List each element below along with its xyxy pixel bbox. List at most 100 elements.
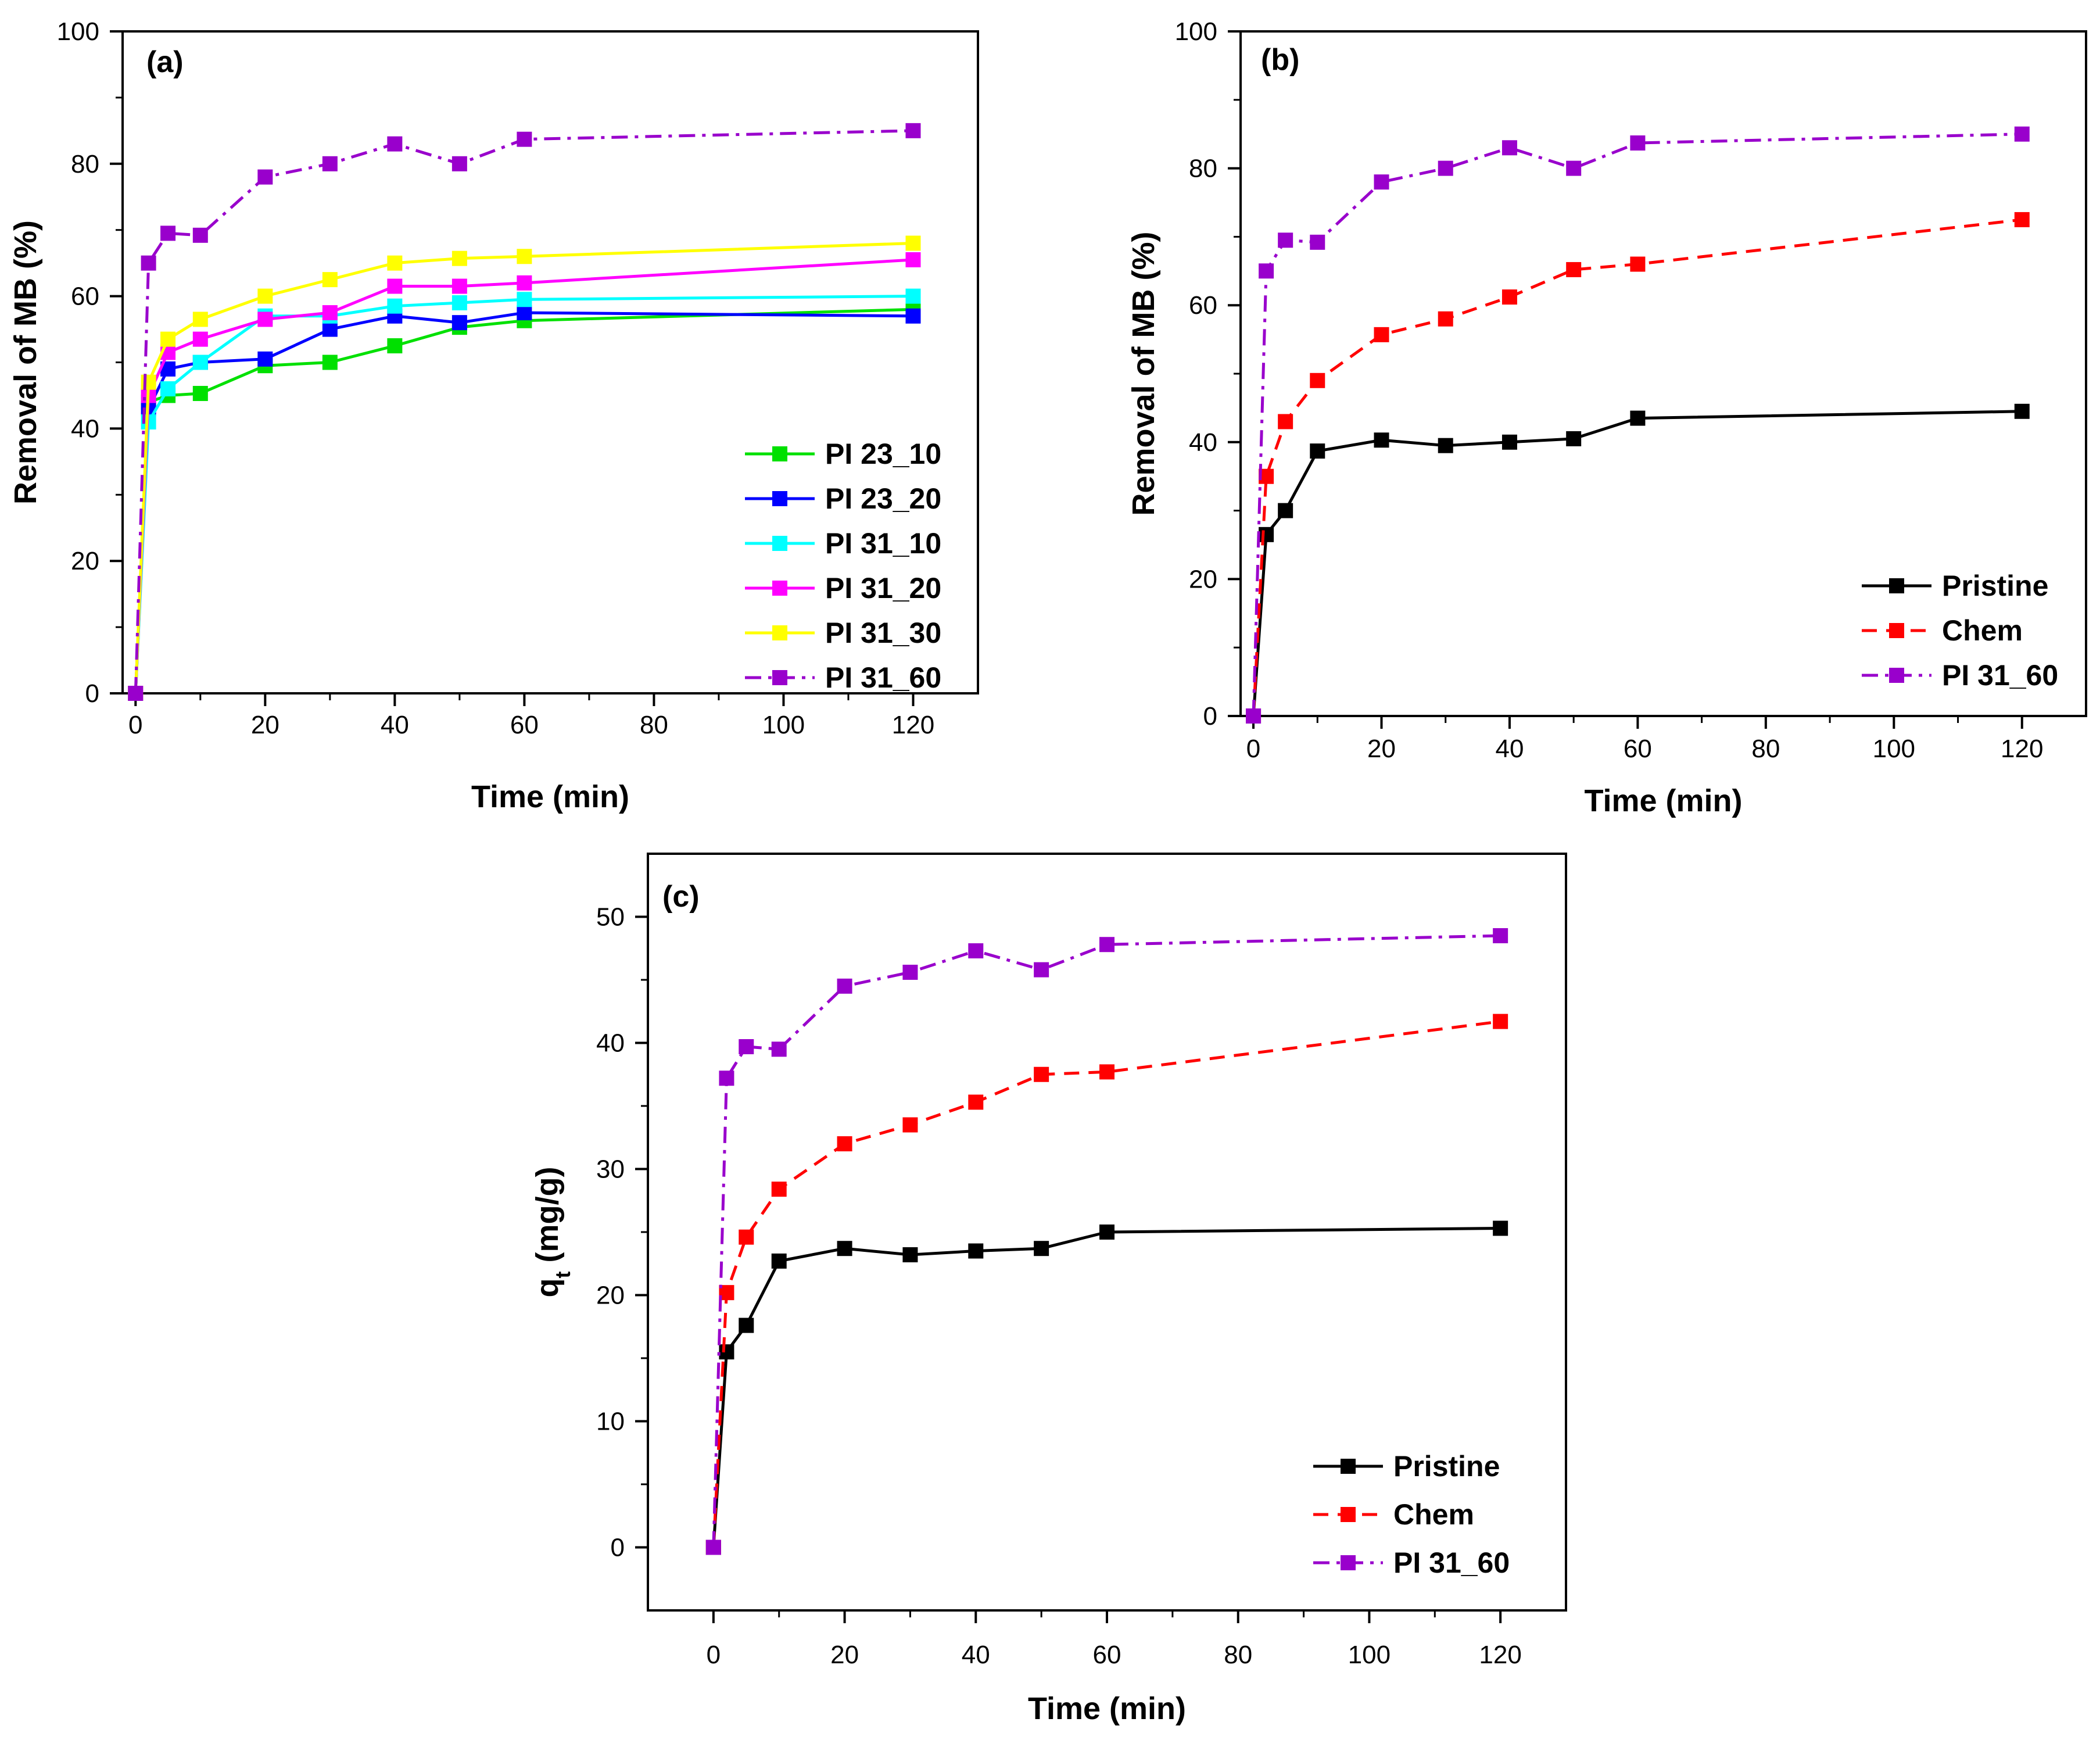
legend-marker <box>772 581 787 596</box>
series-pristine <box>705 1220 1508 1555</box>
data-point <box>837 1241 852 1256</box>
data-point <box>1438 311 1453 327</box>
y-axis-title-subscript: t <box>551 1271 575 1278</box>
x-tick-label: 100 <box>1348 1641 1391 1669</box>
x-tick-label: 80 <box>640 711 668 739</box>
data-point <box>1438 160 1453 176</box>
data-point <box>128 686 144 701</box>
series-pi-31-60 <box>1246 126 2030 724</box>
data-point <box>2014 212 2030 227</box>
series-line <box>1252 410 2022 717</box>
data-point <box>257 288 273 304</box>
data-point <box>771 1253 787 1269</box>
data-point <box>517 275 532 291</box>
data-point <box>1493 1220 1508 1236</box>
data-point <box>1374 432 1389 448</box>
data-point <box>719 1071 734 1086</box>
data-point <box>451 278 467 294</box>
series-line <box>134 258 913 694</box>
data-point <box>968 1094 984 1110</box>
data-point <box>1566 431 1582 446</box>
legend-label: PI 31_60 <box>1942 659 2058 692</box>
series-pristine <box>1246 403 2030 724</box>
data-point <box>2014 403 2030 419</box>
legend-marker <box>1889 623 1904 638</box>
data-point <box>1438 438 1453 453</box>
series-line <box>134 129 913 694</box>
x-tick-label: 20 <box>830 1641 859 1669</box>
data-point <box>517 249 532 264</box>
legend-marker <box>772 491 787 506</box>
legend-entry: Pristine <box>1862 570 2048 602</box>
x-tick-label: 80 <box>1751 735 1780 763</box>
data-point <box>1310 234 1325 250</box>
data-point <box>257 351 273 367</box>
legend-marker <box>772 625 787 640</box>
series-line <box>134 241 913 694</box>
legend-label: Pristine <box>1942 570 2048 602</box>
series-line <box>134 311 913 694</box>
x-tick-label: 60 <box>1093 1641 1121 1669</box>
panel-a: 0 20 40 60 80 100 120 0 20 40 60 80 100 Time (min) Rem… <box>8 17 979 814</box>
panel-b: 0 20 40 60 80 100 120 0 20 40 60 80 100 Time (min) Rem… <box>1126 17 2087 818</box>
y-axis-title: Removal of MB (%) <box>8 220 43 504</box>
y-tick-label: 30 <box>596 1155 625 1184</box>
panel-label: (c) <box>662 880 700 914</box>
data-point <box>1310 443 1325 459</box>
x-tick-label: 0 <box>128 711 142 739</box>
x-tick-label: 40 <box>962 1641 990 1669</box>
data-point <box>451 250 467 266</box>
data-point <box>968 943 984 959</box>
y-tick-label: 50 <box>596 903 625 932</box>
x-tick-label: 120 <box>1479 1641 1521 1669</box>
data-point <box>1310 373 1325 388</box>
y-tick-label: 40 <box>1189 428 1217 457</box>
data-point <box>192 227 208 243</box>
data-point <box>1374 174 1389 190</box>
data-point <box>902 1247 918 1263</box>
y-tick-label: 40 <box>71 414 99 443</box>
x-tick-label: 100 <box>762 711 805 739</box>
x-tick-label: 100 <box>1873 735 1915 763</box>
data-point <box>905 308 921 324</box>
data-point <box>160 381 176 397</box>
y-tick-label: 20 <box>596 1281 625 1310</box>
x-tick-label: 40 <box>1495 735 1524 763</box>
series-line <box>134 307 913 694</box>
legend-entry: Pristine <box>1313 1450 1500 1483</box>
data-point <box>1493 928 1508 944</box>
legend-label: Chem <box>1393 1498 1474 1531</box>
data-point <box>905 288 921 304</box>
data-point <box>1278 414 1293 429</box>
data-point <box>1630 256 1646 272</box>
data-point <box>192 386 208 402</box>
legend-marker <box>1341 1507 1356 1522</box>
y-tick-label: 0 <box>1203 702 1217 731</box>
data-point <box>905 235 921 251</box>
y-axis-title: Removal of MB (%) <box>1126 231 1161 515</box>
legend-marker <box>1341 1459 1356 1474</box>
data-point <box>837 978 852 994</box>
legend-entry: PI 31_10 <box>745 527 941 560</box>
data-point <box>1374 327 1389 342</box>
data-point <box>2014 126 2030 142</box>
legend-entry: PI 31_60 <box>1313 1546 1510 1579</box>
data-point <box>739 1039 754 1055</box>
data-point <box>387 136 403 152</box>
x-tick-label: 0 <box>1246 735 1260 763</box>
data-point <box>902 964 918 980</box>
data-point <box>160 331 176 347</box>
legend-label: PI 31_30 <box>825 617 941 649</box>
legend-entry: PI 23_10 <box>745 438 941 470</box>
data-point <box>771 1041 787 1057</box>
data-point <box>1278 232 1293 248</box>
data-point <box>739 1317 754 1333</box>
data-point <box>257 312 273 327</box>
data-point <box>451 295 467 310</box>
panel-label: (a) <box>146 45 184 79</box>
data-point <box>1501 289 1517 305</box>
series-chem <box>1246 212 2030 724</box>
y-tick-label: 100 <box>1175 17 1217 46</box>
data-point <box>1034 1066 1049 1082</box>
legend-label: PI 23_10 <box>825 438 941 470</box>
